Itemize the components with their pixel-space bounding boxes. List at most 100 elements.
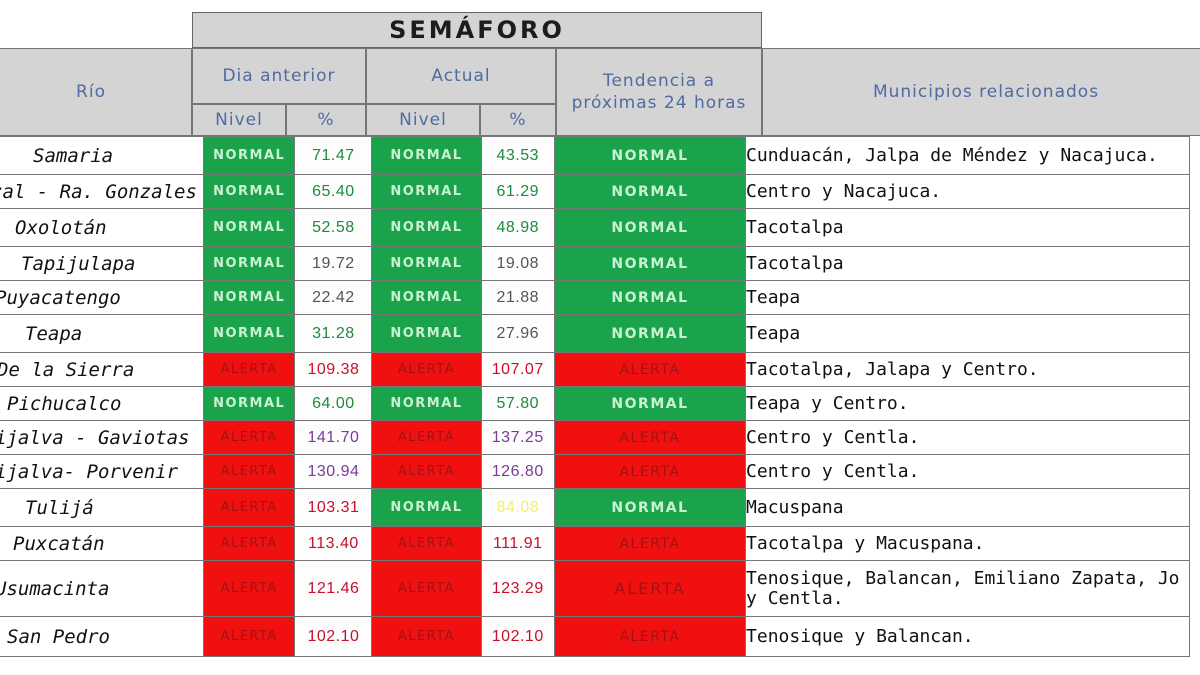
table-row: zal - Ra. Gonzales NORMAL 65.40 NORMAL 61.29… [0,174,1190,209]
prev-pct-value: 19.72 [294,246,373,281]
act-nivel-badge: NORMAL [371,208,482,247]
header-prev-nivel: Nivel [192,104,286,136]
act-pct-value: 27.96 [480,314,555,353]
act-pct-value: 107.07 [480,352,555,387]
act-nivel-badge: NORMAL [371,386,482,421]
river-name-text: Teapa [25,322,83,345]
act-nivel-badge: ALERTA [371,560,482,617]
prev-pct-value: 31.28 [294,314,373,353]
river-name: Oxolotán [0,208,204,247]
prev-pct-value: 64.00 [294,386,373,421]
prev-nivel-badge: ALERTA [202,488,296,527]
river-name: ijalva- Porvenir [0,454,204,489]
act-pct-value: 43.53 [480,136,555,175]
prev-nivel-badge: ALERTA [202,560,296,617]
river-name-text: Oxolotán [15,216,107,239]
river-name-text: ijalva- Porvenir [0,460,179,483]
prev-pct-value: 52.58 [294,208,373,247]
table-row: Puyacatengo NORMAL 22.42 NORMAL 21.88 NORMAL T… [0,280,1190,315]
act-pct-value: 137.25 [480,420,555,455]
river-name: Samaria [0,136,204,175]
prev-nivel-badge: NORMAL [202,208,296,247]
river-name: Puyacatengo [0,280,204,315]
table-row: De la Sierra ALERTA 109.38 ALERTA 107.07 ALER… [0,352,1190,387]
municipios-cell: Macuspana [745,488,1190,527]
act-nivel-badge: ALERTA [371,454,482,489]
act-pct-value: 126.80 [480,454,555,489]
act-pct-value: 84.08 [480,488,555,527]
header-act-nivel: Nivel [366,104,480,136]
act-pct-value: 21.88 [480,280,555,315]
prev-nivel-badge: NORMAL [202,136,296,175]
act-nivel-badge: ALERTA [371,526,482,561]
municipios-cell: Tacotalpa [745,246,1190,281]
prev-nivel-badge: ALERTA [202,616,296,657]
header-tendencia: Tendencia a próximas 24 horas [556,48,762,136]
tendencia-badge: NORMAL [553,246,747,281]
prev-pct-value: 121.46 [294,560,373,617]
tendencia-badge: NORMAL [553,314,747,353]
river-name: Puxcatán [0,526,204,561]
semaforo-title: SEMÁFORO [192,12,762,48]
act-nivel-badge: NORMAL [371,174,482,209]
tendencia-badge: ALERTA [553,560,747,617]
header-actual: Actual [366,48,556,104]
river-name: San Pedro [0,616,204,657]
prev-nivel-badge: ALERTA [202,420,296,455]
act-pct-value: 123.29 [480,560,555,617]
river-name: ijalva - Gaviotas [0,420,204,455]
tendencia-badge: ALERTA [553,454,747,489]
river-name-text: Samaria [33,144,114,167]
table-row: ijalva- Porvenir ALERTA 130.94 ALERTA 126.80… [0,454,1190,489]
river-name: Teapa [0,314,204,353]
tendencia-badge: NORMAL [553,208,747,247]
municipios-cell: Teapa [745,280,1190,315]
tendencia-badge: NORMAL [553,488,747,527]
river-name-text: Pichucalco [7,392,122,415]
table-row: Tulijá ALERTA 103.31 NORMAL 84.08 NORMAL Macus… [0,488,1190,527]
header-prev-pct: % [286,104,366,136]
municipios-cell: Teapa y Centro. [745,386,1190,421]
tendencia-badge: ALERTA [553,526,747,561]
river-name-text: Tapijulapa [21,252,136,275]
river-name: Pichucalco [0,386,204,421]
table-row: Puxcatán ALERTA 113.40 ALERTA 111.91 ALERTA Ta… [0,526,1190,561]
river-name: Usumacinta [0,560,204,617]
tendencia-badge: ALERTA [553,352,747,387]
tendencia-badge: NORMAL [553,386,747,421]
tendencia-badge: NORMAL [553,136,747,175]
river-name-text: De la Sierra [0,358,135,381]
river-name: De la Sierra [0,352,204,387]
prev-nivel-badge: ALERTA [202,526,296,561]
municipios-cell: Tacotalpa, Jalapa y Centro. [745,352,1190,387]
act-nivel-badge: NORMAL [371,136,482,175]
prev-pct-value: 109.38 [294,352,373,387]
header-dia-anterior: Dia anterior [192,48,366,104]
prev-pct-value: 102.10 [294,616,373,657]
table-row: Teapa NORMAL 31.28 NORMAL 27.96 NORMAL Teapa [0,314,1190,353]
act-nivel-badge: NORMAL [371,280,482,315]
act-pct-value: 111.91 [480,526,555,561]
municipios-cell: Teapa [745,314,1190,353]
river-name-text: Usumacinta [0,577,110,600]
act-nivel-badge: NORMAL [371,488,482,527]
municipios-cell: Centro y Centla. [745,454,1190,489]
act-pct-value: 102.10 [480,616,555,657]
prev-pct-value: 22.42 [294,280,373,315]
act-nivel-badge: NORMAL [371,314,482,353]
prev-nivel-badge: NORMAL [202,246,296,281]
river-name: Tulijá [0,488,204,527]
river-name-text: Tulijá [25,496,94,519]
tendencia-badge: NORMAL [553,174,747,209]
tendencia-badge: ALERTA [553,616,747,657]
header-municipios: Municipios relacionados [762,48,1200,136]
table-row: ijalva - Gaviotas ALERTA 141.70 ALERTA 137.2… [0,420,1190,455]
municipios-cell: Centro y Centla. [745,420,1190,455]
data-grid: Samaria NORMAL 71.47 NORMAL 43.53 NORMAL Cundu… [0,136,1190,657]
act-nivel-badge: NORMAL [371,246,482,281]
table-row: Usumacinta ALERTA 121.46 ALERTA 123.29 ALERTA… [0,560,1190,617]
river-name-text: zal - Ra. Gonzales [0,180,197,203]
municipios-cell: Tenosique, Balancan, Emiliano Zapata, Jo… [745,560,1190,617]
prev-nivel-badge: NORMAL [202,386,296,421]
prev-nivel-badge: NORMAL [202,174,296,209]
